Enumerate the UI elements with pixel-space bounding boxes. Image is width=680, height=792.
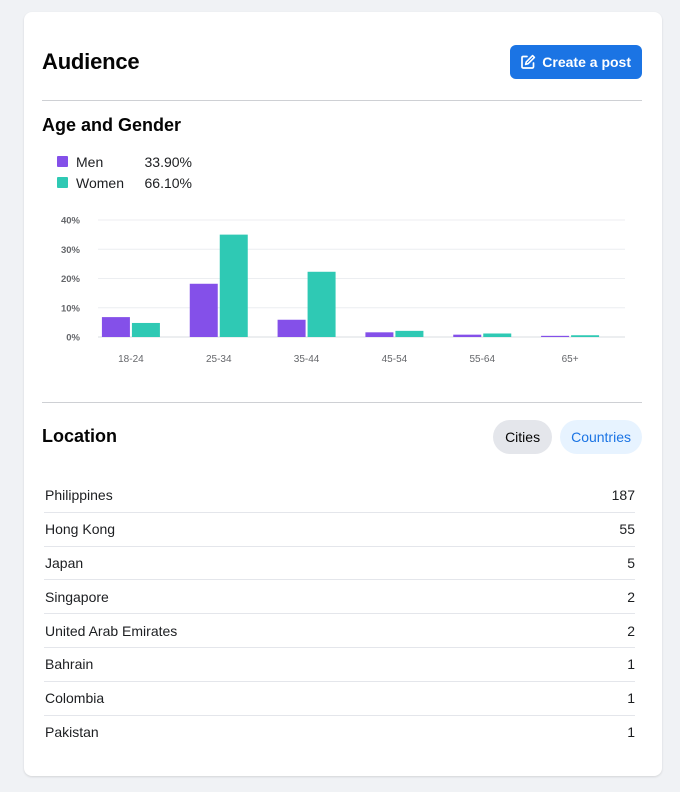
location-count: 55 xyxy=(619,521,635,538)
location-row: Pakistan 1 xyxy=(44,716,635,750)
y-tick-label: 30% xyxy=(61,245,81,256)
location-name: Singapore xyxy=(45,588,109,605)
location-name: Japan xyxy=(45,554,84,571)
chart-legend: Men 33.90% Women 66.10% xyxy=(57,151,192,193)
y-tick-label: 0% xyxy=(66,333,80,344)
x-tick-label: 35-44 xyxy=(294,354,320,365)
legend-item-men: Men 33.90% xyxy=(57,151,192,172)
legend-label: Women xyxy=(76,174,124,191)
bar-women-65+[interactable] xyxy=(571,335,600,337)
location-row: Colombia 1 xyxy=(44,682,635,716)
y-tick-label: 10% xyxy=(61,303,81,314)
legend-value: 33.90% xyxy=(144,153,192,170)
bar-women-35-44[interactable] xyxy=(307,271,336,337)
x-tick-label: 45-54 xyxy=(382,354,408,365)
location-count: 1 xyxy=(627,724,635,741)
legend-swatch-men xyxy=(57,156,68,167)
location-count: 5 xyxy=(627,554,635,571)
create-post-label: Create a post xyxy=(542,54,631,70)
divider xyxy=(42,402,642,403)
x-tick-label: 25-34 xyxy=(206,354,232,365)
bar-men-25-34[interactable] xyxy=(189,283,218,337)
location-name: United Arab Emirates xyxy=(45,622,178,639)
bar-women-45-54[interactable] xyxy=(395,330,424,337)
location-name: Hong Kong xyxy=(45,521,116,538)
location-header: Location Cities Countries xyxy=(42,420,642,454)
y-tick-label: 20% xyxy=(61,274,81,285)
y-tick-label: 40% xyxy=(61,216,81,227)
audience-card: Audience Create a post Age and Gender Me… xyxy=(24,12,662,776)
age-gender-title: Age and Gender xyxy=(42,115,182,135)
location-name: Philippines xyxy=(45,487,113,504)
location-name: Pakistan xyxy=(45,724,99,741)
x-tick-label: 65+ xyxy=(562,354,579,365)
cities-tab[interactable]: Cities xyxy=(493,420,553,454)
location-row: Singapore 2 xyxy=(44,580,635,615)
location-toggle: Cities Countries xyxy=(493,420,642,454)
bar-men-55-64[interactable] xyxy=(453,334,482,337)
location-row: Bahrain 1 xyxy=(44,648,635,682)
legend-item-women: Women 66.10% xyxy=(57,172,192,193)
card-header: Audience Create a post xyxy=(42,45,642,79)
location-row: United Arab Emirates 2 xyxy=(44,614,635,648)
page-title: Audience xyxy=(42,49,140,74)
location-list: Philippines 187 Hong Kong 55 Japan 5 Singapore… xyxy=(44,479,635,749)
x-tick-label: 55-64 xyxy=(469,354,495,365)
age-gender-bar-chart: 0% 10% 20% 30% 40% 18-24 25-34 35-44 45-54 55-64 6… xyxy=(61,216,625,365)
legend-value: 66.10% xyxy=(144,174,192,191)
edit-icon xyxy=(521,54,536,69)
bar-men-65+[interactable] xyxy=(541,335,570,337)
location-count: 2 xyxy=(627,622,635,639)
location-name: Bahrain xyxy=(45,656,94,673)
bar-women-25-34[interactable] xyxy=(219,234,248,337)
location-row: Japan 5 xyxy=(44,547,635,581)
create-post-button[interactable]: Create a post xyxy=(510,45,642,79)
divider xyxy=(42,100,642,101)
location-count: 2 xyxy=(627,588,635,605)
bar-men-18-24[interactable] xyxy=(101,317,130,337)
location-title: Location xyxy=(42,426,117,446)
location-count: 1 xyxy=(627,656,635,673)
legend-label: Men xyxy=(76,153,104,170)
countries-tab[interactable]: Countries xyxy=(560,420,642,454)
bar-women-18-24[interactable] xyxy=(131,322,160,337)
location-count: 187 xyxy=(611,487,635,504)
x-tick-label: 18-24 xyxy=(118,354,144,365)
location-row: Hong Kong 55 xyxy=(44,513,635,547)
location-count: 1 xyxy=(627,690,635,707)
bar-men-35-44[interactable] xyxy=(277,319,306,337)
location-row: Philippines 187 xyxy=(44,479,635,513)
legend-swatch-women xyxy=(57,177,68,188)
location-name: Colombia xyxy=(45,690,105,707)
bar-women-55-64[interactable] xyxy=(483,333,512,337)
bar-men-45-54[interactable] xyxy=(365,332,394,337)
